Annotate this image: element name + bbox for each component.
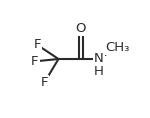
Text: F: F bbox=[33, 38, 41, 51]
Text: F: F bbox=[40, 76, 48, 89]
Text: O: O bbox=[76, 22, 86, 35]
Text: N: N bbox=[94, 53, 104, 65]
Text: F: F bbox=[31, 55, 39, 68]
Text: H: H bbox=[94, 65, 103, 78]
Text: CH₃: CH₃ bbox=[105, 41, 130, 54]
